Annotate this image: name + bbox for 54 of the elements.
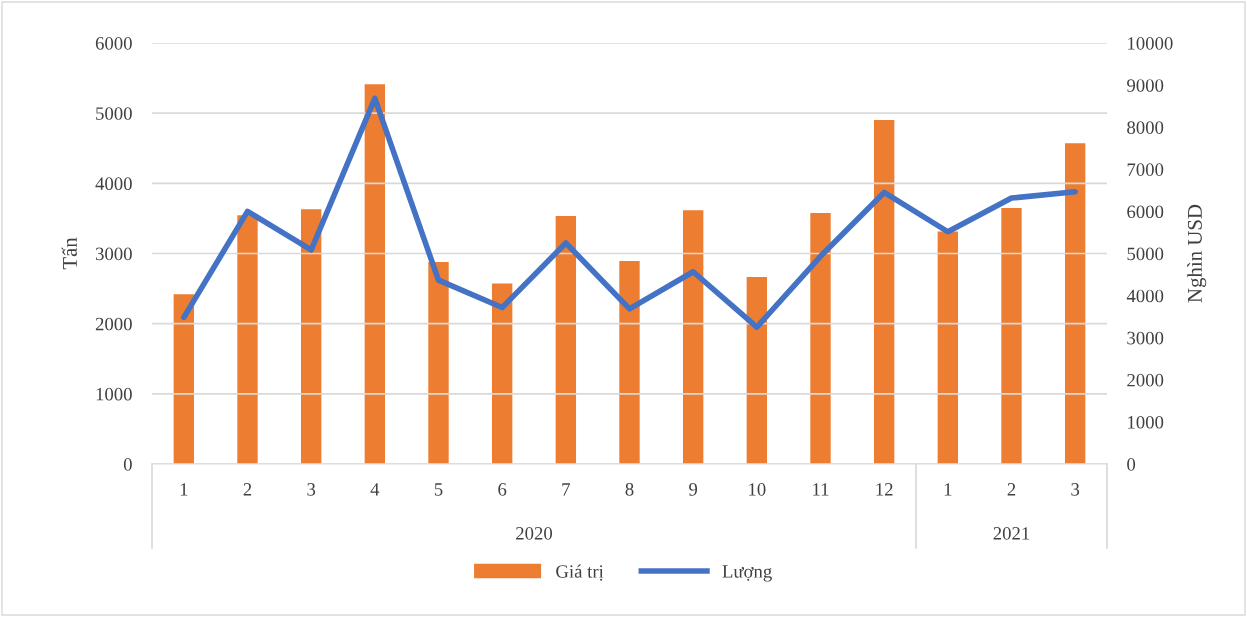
bar xyxy=(237,215,258,464)
bar xyxy=(746,277,768,464)
bar xyxy=(682,210,704,464)
x-tick-label: 11 xyxy=(813,483,829,496)
y-tick-label: 1000 xyxy=(96,387,132,401)
x-tick-label: 3 xyxy=(1071,483,1080,496)
y2-tick-label: 8000 xyxy=(1127,121,1164,134)
bar xyxy=(428,261,449,464)
x-tick-label: 9 xyxy=(689,483,698,496)
legend-label: Lượng xyxy=(722,565,772,582)
y-tick-label: 4000 xyxy=(95,177,132,191)
x-tick-label: 10 xyxy=(749,483,766,496)
y-tick-label: 3000 xyxy=(95,247,132,261)
y2-tick-label: 7000 xyxy=(1127,163,1164,176)
x-tick-label: 12 xyxy=(876,483,893,496)
x-tick-label: 3 xyxy=(307,483,316,496)
y-tick-label: 5000 xyxy=(96,107,132,120)
x-tick-label: 1 xyxy=(944,483,952,496)
y-axis-title: Tấn xyxy=(61,237,77,270)
bar xyxy=(555,216,577,464)
y2-tick-label: 5000 xyxy=(1127,247,1164,261)
y2-tick-label: 9000 xyxy=(1127,79,1164,92)
y2-axis-title: Nghìn USD xyxy=(1187,204,1207,303)
y2-tick-label: 1000 xyxy=(1128,415,1164,429)
bar xyxy=(491,283,513,464)
x-tick-label: 5 xyxy=(434,483,443,496)
x-tick-label: 2 xyxy=(243,483,252,496)
text: 2021 xyxy=(993,527,1030,540)
bar xyxy=(173,294,195,464)
bar xyxy=(810,213,831,464)
x-tick-label: 1 xyxy=(180,483,188,496)
x-tick-label: 7 xyxy=(562,483,570,496)
bar xyxy=(1064,143,1086,464)
y2-tick-label: 0 xyxy=(1127,458,1136,471)
y2-tick-label: 6000 xyxy=(1127,205,1164,219)
bar xyxy=(1001,208,1022,464)
y-tick-label: 2000 xyxy=(95,317,132,331)
y2-tick-label: 10000 xyxy=(1128,37,1173,50)
bar xyxy=(364,84,386,464)
bar xyxy=(619,261,640,464)
y2-tick-label: 3000 xyxy=(1127,331,1164,345)
x-tick-label: 2 xyxy=(1007,483,1016,496)
bar xyxy=(873,120,895,464)
y2-tick-label: 4000 xyxy=(1126,289,1164,303)
bar xyxy=(937,231,959,464)
legend-label: Giá trị xyxy=(556,564,604,581)
y-tick-label: 0 xyxy=(123,458,132,471)
y2-tick-label: 2000 xyxy=(1127,373,1164,387)
bar xyxy=(300,209,322,464)
x-tick-label: 4 xyxy=(370,483,380,496)
text: 2020 xyxy=(516,527,553,540)
x-tick-label: 6 xyxy=(498,483,507,496)
y-tick-label: 6000 xyxy=(95,37,132,50)
x-tick-label: 8 xyxy=(625,483,634,496)
